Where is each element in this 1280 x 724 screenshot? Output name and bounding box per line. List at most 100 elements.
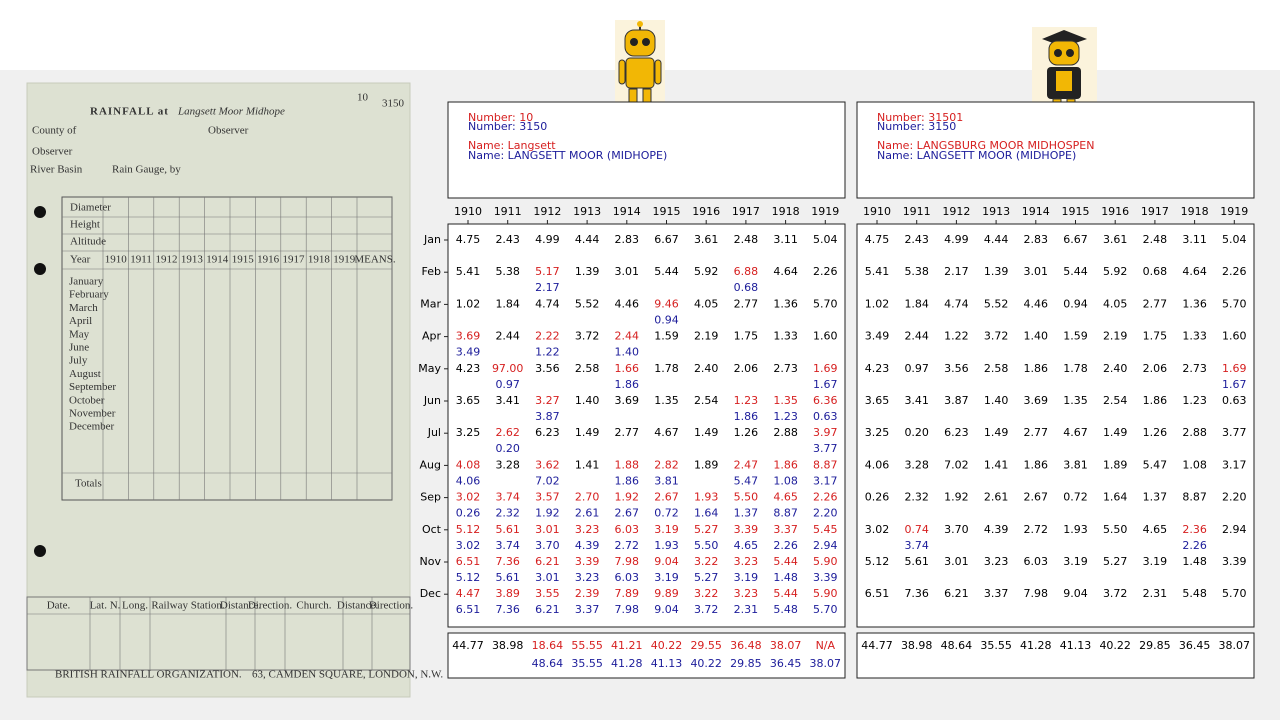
card-number-alt: 3150 [382,98,405,110]
antenna-tip [637,21,643,27]
cell-value-wrong: 2.62 [495,426,520,439]
cell-value-wrong: 2.44 [615,330,640,343]
cell-value-wrong: 5.45 [813,523,838,536]
cell-value-wrong: 3.89 [495,587,520,600]
card-month: January [69,276,104,288]
cell-value: 2.48 [734,233,759,246]
month-label: Jul [427,426,441,439]
cell-value: 3.11 [1182,233,1207,246]
cell-value-wrong: 1.92 [615,491,640,504]
cell-value: 2.77 [1024,426,1049,439]
cell-value: 3.02 [865,523,890,536]
cell-value: 2.94 [1222,523,1247,536]
cell-value-correct: 3.87 [535,410,560,423]
cell-value: 5.27 [1103,555,1128,568]
cell-value: 2.77 [615,426,640,439]
cell-value: 2.44 [904,330,929,343]
card-year: 1915 [232,254,255,266]
month-label: Apr [422,330,442,343]
cell-value-wrong: 2.47 [734,458,759,471]
card-bottom-table [26,596,411,671]
card-field-label: Observer [32,146,73,158]
cell-value-correct: 0.94 [654,313,679,326]
cell-value-wrong: 7.98 [615,555,640,568]
cell-value-correct: 7.98 [615,603,640,616]
cell-value-correct: 2.20 [813,507,838,520]
cell-value: 1.64 [1103,491,1128,504]
cell-value: 2.54 [1103,394,1128,407]
cell-value-correct: 2.72 [615,539,640,552]
cell-value-correct: 1.86 [734,410,759,423]
total-value: 41.28 [1020,639,1052,652]
cell-value: 1.59 [1063,330,1088,343]
total-wrong: 40.22 [651,639,683,652]
year-label: 1914 [613,205,641,218]
cell-value-correct: 3.23 [575,571,600,584]
cell-value-wrong: 6.88 [734,265,759,278]
cell-value: 2.73 [1182,362,1207,375]
cell-value: 2.58 [984,362,1009,375]
cell-value: 5.52 [575,297,600,310]
year-label: 1914 [1022,205,1050,218]
cell-value-correct: 5.12 [456,571,481,584]
cell-value: 5.41 [865,265,890,278]
cell-value-wrong: 6.36 [813,394,838,407]
cell-value: 0.72 [1063,491,1088,504]
cell-value: 2.26 [1222,265,1247,278]
cell-value: 1.89 [1103,458,1128,471]
cell-value: 5.44 [654,265,679,278]
total-correct: 41.13 [651,657,683,670]
cell-value-correct: 8.87 [773,507,798,520]
cell-value: 6.03 [1024,555,1049,568]
cell-value: 3.19 [1143,555,1168,568]
cell-value: 5.92 [694,265,719,278]
cell-value-correct: 3.77 [813,442,838,455]
cell-value-correct: 4.65 [734,539,759,552]
cell-value: 3.37 [984,587,1009,600]
cell-value-correct: 7.02 [535,474,560,487]
cell-value: 3.72 [575,330,600,343]
total-correct: 48.64 [532,657,564,670]
cell-value: 3.23 [984,555,1009,568]
month-label: Oct [422,523,442,536]
cell-value: 2.83 [615,233,640,246]
cell-value: 3.69 [615,394,640,407]
cell-value: 6.67 [654,233,679,246]
grid-box [447,223,846,628]
total-value: 38.98 [492,639,524,652]
cell-value: 1.93 [1063,523,1088,536]
card-spec-label: Height [70,219,100,231]
cell-value-correct: 5.27 [694,571,719,584]
cell-value-wrong: 6.51 [456,555,481,568]
cell-value-correct: 0.68 [734,281,759,294]
totals-box [856,632,1255,679]
cell-value: 2.48 [1143,233,1168,246]
cell-value-wrong: 3.02 [456,491,481,504]
cell-value-wrong: 97.00 [492,362,524,375]
cell-value: 1.35 [1063,394,1088,407]
cell-value: 3.72 [1103,587,1128,600]
cell-value-wrong: 5.50 [734,491,759,504]
cell-value: 1.36 [773,297,798,310]
cell-value: 7.02 [944,458,969,471]
cell-value: 1.78 [1063,362,1088,375]
cell-value: 1.86 [1143,394,1168,407]
total-wrong: N/A [816,639,836,652]
cell-value: 3.41 [495,394,520,407]
cell-value-wrong: 1.23 [734,394,759,407]
cell-value-wrong: 2.36 [1182,523,1207,536]
cell-value-wrong: 5.44 [773,587,798,600]
cell-value: 6.51 [865,587,890,600]
cell-value-wrong: 5.90 [813,555,838,568]
year-label: 1912 [533,205,561,218]
cell-value-correct: 3.70 [535,539,560,552]
card-month: July [69,355,88,367]
cell-value-correct: 2.31 [734,603,759,616]
cell-value-correct: 0.97 [495,378,520,391]
cell-value-wrong: 8.87 [813,458,838,471]
cell-value-wrong: 2.39 [575,587,600,600]
card-year: 1914 [206,254,229,266]
cell-value: 1.02 [865,297,890,310]
card-place: Langsett Moor Midhope [177,106,285,118]
cell-value: 6.23 [535,426,560,439]
